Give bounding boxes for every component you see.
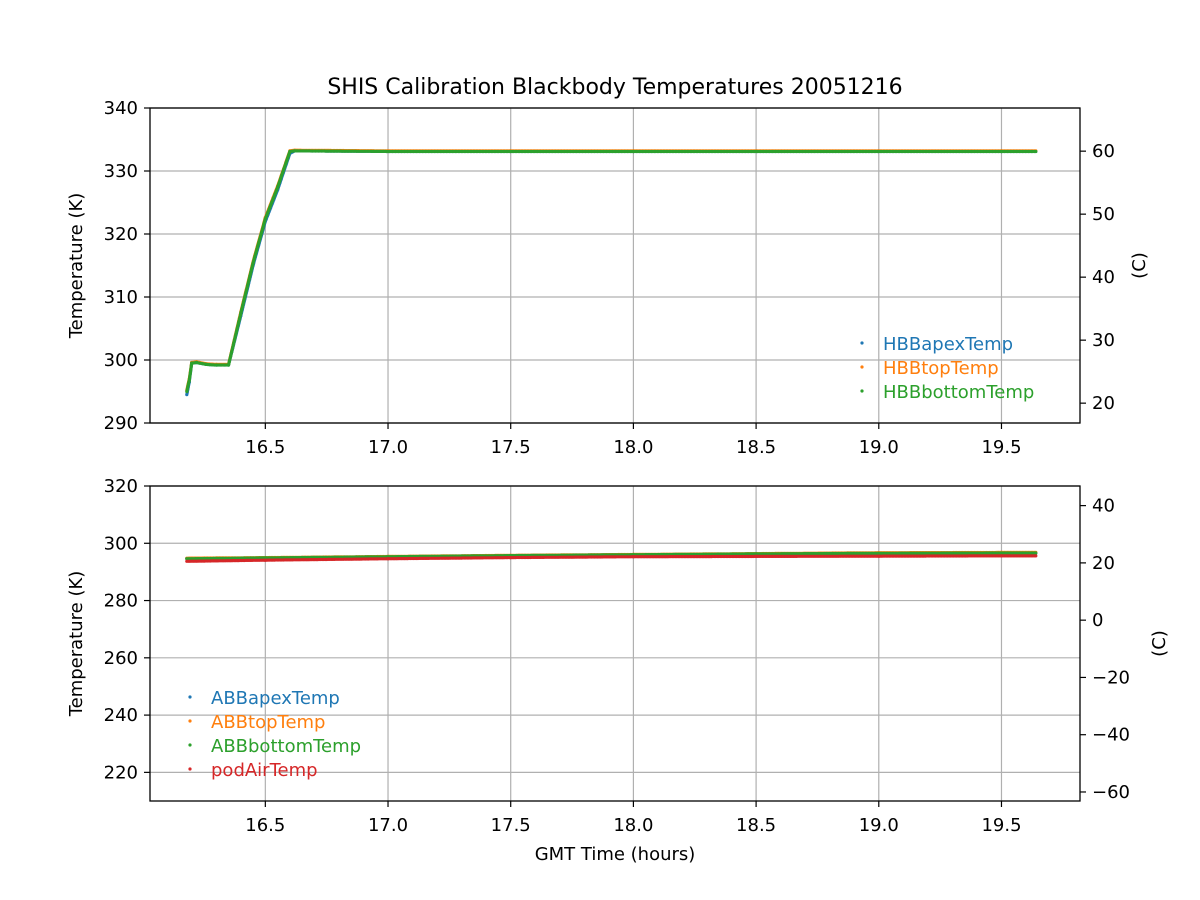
y-tick-label: 330	[104, 161, 138, 182]
data-point	[1034, 551, 1038, 555]
legend-marker	[188, 719, 192, 723]
y-tick-label: 300	[104, 533, 138, 554]
right-y-tick-label: 40	[1092, 267, 1115, 288]
legend-marker	[188, 767, 192, 771]
y-axis-label: Temperature (K)	[66, 571, 87, 718]
x-tick-label: 19.5	[981, 437, 1021, 458]
y-tick-label: 320	[104, 476, 138, 497]
y-tick-label: 290	[104, 413, 138, 434]
right-y-tick-label: −60	[1092, 782, 1130, 803]
y-tick-label: 340	[104, 98, 138, 119]
series-HBBbottomTemp	[185, 149, 1038, 394]
data-point	[1034, 554, 1038, 558]
right-y-tick-label: 60	[1092, 141, 1115, 162]
legend-label: HBBbottomTemp	[883, 382, 1034, 403]
y-tick-label: 280	[104, 591, 138, 612]
right-y-tick-label: 20	[1092, 553, 1115, 574]
chart-title: SHIS Calibration Blackbody Temperatures …	[327, 75, 902, 100]
right-y-tick-label: 40	[1092, 496, 1115, 517]
x-tick-label: 17.0	[368, 815, 408, 836]
x-tick-label: 18.5	[736, 437, 776, 458]
legend-marker	[860, 341, 864, 345]
legend-marker	[860, 389, 864, 393]
right-y-tick-label: 50	[1092, 204, 1115, 225]
x-tick-label: 17.5	[491, 437, 531, 458]
x-tick-label: 17.0	[368, 437, 408, 458]
series-podAirTemp	[185, 554, 1038, 563]
legend-label: ABBbottomTemp	[211, 736, 361, 757]
right-y-axis-label: (C)	[1129, 252, 1150, 279]
x-tick-label: 18.5	[736, 815, 776, 836]
top-panel-hbb: 16.5 17.0 17.5 18.0 18.5 19.0 19.5 290 300 310 320…	[66, 98, 1150, 458]
x-tick-label: 17.5	[491, 815, 531, 836]
x-tick-label: 19.5	[981, 815, 1021, 836]
right-y-axis-label: (C)	[1149, 630, 1170, 657]
legend-label: HBBapexTemp	[883, 334, 1013, 355]
x-tick-label: 18.0	[613, 815, 653, 836]
legend-marker	[188, 695, 192, 699]
x-tick-label: 16.5	[245, 437, 285, 458]
plot-frame	[149, 107, 1081, 424]
y-axis-label: Temperature (K)	[66, 193, 87, 340]
x-tick-label: 19.0	[859, 437, 899, 458]
x-axis-label: GMT Time (hours)	[535, 844, 696, 865]
data-point	[1034, 149, 1038, 154]
legend-marker	[188, 743, 192, 747]
x-tick-label: 16.5	[245, 815, 285, 836]
x-tick-label: 19.0	[859, 815, 899, 836]
x-tick-label: 18.0	[613, 437, 653, 458]
legend-marker	[860, 365, 864, 369]
y-tick-label: 240	[104, 705, 138, 726]
plot-frame	[149, 485, 1081, 802]
legend-label: ABBtopTemp	[211, 712, 325, 733]
legend-label: podAirTemp	[211, 760, 318, 781]
right-y-tick-label: −40	[1092, 725, 1130, 746]
y-tick-label: 260	[104, 648, 138, 669]
legend-label: ABBapexTemp	[211, 688, 340, 709]
bottom-panel-abb: 16.5 17.0 17.5 18.0 18.5 19.0 19.5 220 240 260 280…	[66, 476, 1170, 836]
y-tick-label: 220	[104, 762, 138, 783]
right-y-tick-label: 20	[1092, 393, 1115, 414]
right-y-tick-label: 0	[1092, 610, 1103, 631]
legend-label: HBBtopTemp	[883, 358, 999, 379]
y-tick-label: 310	[104, 287, 138, 308]
legend: ABBapexTemp ABBtopTemp ABBbottomTemp podAir…	[188, 688, 361, 781]
y-tick-label: 300	[104, 350, 138, 371]
legend: HBBapexTemp HBBtopTemp HBBbottomTemp	[860, 334, 1034, 403]
right-y-tick-label: 30	[1092, 330, 1115, 351]
right-y-tick-label: −20	[1092, 667, 1130, 688]
y-tick-label: 320	[104, 224, 138, 245]
